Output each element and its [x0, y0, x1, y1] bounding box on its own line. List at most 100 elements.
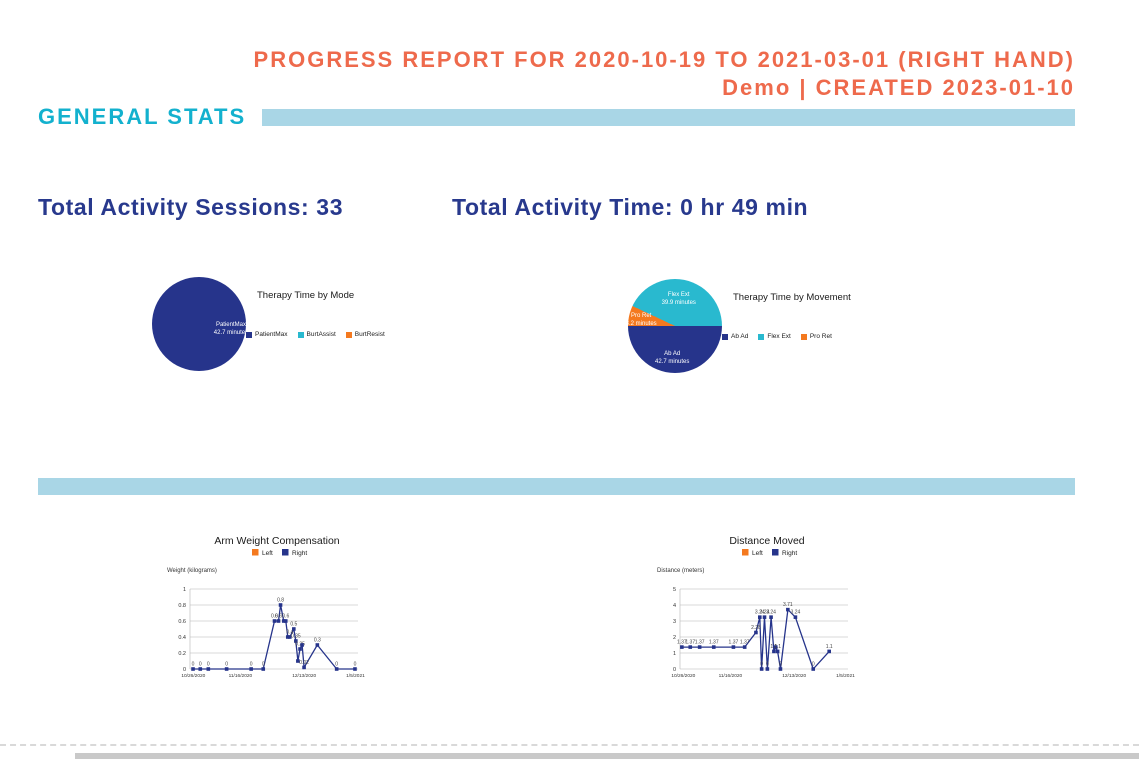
svg-text:0.5: 0.5 [290, 622, 297, 628]
svg-text:Distance Moved: Distance Moved [729, 535, 804, 547]
legend-label: Pro Ret [809, 333, 832, 340]
legend-item: BurtAssist [297, 331, 336, 338]
legend-label: Flex Ext [767, 333, 791, 340]
svg-text:0.6: 0.6 [275, 614, 282, 620]
svg-text:12/13/2020: 12/13/2020 [782, 673, 806, 679]
svg-text:0.35: 0.35 [291, 634, 301, 640]
report-title: PROGRESS REPORT FOR 2020-10-19 TO 2021-0… [253, 47, 1075, 72]
legend-swatch [800, 333, 807, 340]
legend-label: BurtAssist [306, 331, 336, 338]
svg-text:1.37: 1.37 [695, 640, 705, 646]
svg-text:3.71: 3.71 [783, 602, 793, 608]
pie-slice-label: Ab Ad 42.7 minutes [654, 350, 690, 365]
svg-text:1/5/2021: 1/5/2021 [346, 673, 365, 679]
svg-text:Left: Left [752, 550, 763, 557]
svg-text:4: 4 [673, 603, 676, 609]
svg-text:10/26/2020: 10/26/2020 [181, 673, 205, 679]
total-activity-time-stat: Total Activity Time: 0 hr 49 min [452, 194, 808, 221]
total-activity-sessions-label: Total Activity Sessions: [38, 194, 310, 220]
line-chart-svg: Arm Weight Compensation Left Right Weight (… [167, 535, 365, 679]
total-activity-sessions-value: 33 [316, 194, 344, 220]
svg-text:0: 0 [262, 662, 265, 668]
svg-text:0.4: 0.4 [178, 635, 186, 641]
svg-text:0.3: 0.3 [314, 638, 321, 644]
svg-text:1: 1 [183, 587, 186, 593]
legend-item: Ab Ad [722, 333, 748, 340]
total-activity-time-label: Total Activity Time: [452, 194, 674, 220]
total-activity-time-value: 0 hr 49 min [680, 194, 809, 220]
report-header: PROGRESS REPORT FOR 2020-10-19 TO 2021-0… [254, 46, 1075, 102]
legend-swatch [758, 333, 765, 340]
svg-text:Right: Right [782, 550, 797, 557]
arm-weight-compensation-chart: Arm Weight Compensation Left Right Weight (… [140, 528, 380, 688]
svg-text:11/16/2020: 11/16/2020 [229, 673, 253, 679]
svg-text:5: 5 [673, 587, 676, 593]
legend-label: Ab Ad [731, 333, 749, 340]
svg-text:0.8: 0.8 [178, 603, 186, 609]
svg-text:11/16/2020: 11/16/2020 [719, 673, 743, 679]
svg-text:0.25: 0.25 [295, 642, 305, 648]
total-activity-sessions-stat: Total Activity Sessions: 33 [38, 194, 343, 221]
report-subtitle: Demo | CREATED 2023-01-10 [722, 75, 1075, 100]
svg-text:0.6: 0.6 [282, 614, 289, 620]
svg-text:0: 0 [779, 662, 782, 668]
svg-text:0: 0 [673, 667, 676, 673]
distance-moved-chart: Distance Moved Left Right Distance (meters)… [630, 528, 870, 688]
svg-text:0.2: 0.2 [178, 651, 186, 657]
legend-item: PatientMax [246, 331, 288, 338]
svg-text:10/26/2020: 10/26/2020 [671, 673, 695, 679]
section-title-bar [262, 109, 1075, 126]
svg-text:2.28: 2.28 [751, 625, 761, 631]
svg-text:0: 0 [183, 667, 186, 673]
page-edge-bar [75, 753, 1139, 759]
legend-item: Pro Ret [800, 333, 832, 340]
pie-legend: PatientMax BurtAssist BurtResist [246, 331, 385, 338]
svg-text:0.4: 0.4 [286, 630, 293, 636]
svg-text:0: 0 [354, 662, 357, 668]
legend-swatch [722, 333, 728, 340]
svg-text:3.24: 3.24 [760, 610, 770, 616]
pie-slice-label: PatientMax 42.7 minutes [213, 321, 249, 336]
svg-text:1.37: 1.37 [677, 640, 687, 646]
legend-item: Flex Ext [758, 333, 791, 340]
svg-text:Arm Weight Compensation: Arm Weight Compensation [214, 535, 339, 547]
svg-text:0.6: 0.6 [178, 619, 186, 625]
svg-text:3.24: 3.24 [755, 610, 765, 616]
svg-text:1.37: 1.37 [729, 640, 739, 646]
svg-text:0.02: 0.02 [299, 660, 309, 666]
pie-slice-label: Flex Ext 39.9 minutes [661, 291, 696, 306]
legend-label: BurtResist [354, 331, 385, 338]
svg-text:1: 1 [673, 651, 676, 657]
pie-chart-title: Therapy Time by Movement [733, 292, 851, 303]
svg-text:0: 0 [766, 662, 769, 668]
svg-text:0: 0 [207, 662, 210, 668]
svg-text:12/13/2020: 12/13/2020 [292, 673, 316, 679]
svg-text:2: 2 [673, 635, 676, 641]
svg-text:0: 0 [199, 662, 202, 668]
pie-circle: PatientMax 42.7 minutes [152, 277, 249, 371]
svg-text:3.24: 3.24 [791, 610, 801, 616]
svg-text:1.1: 1.1 [774, 644, 781, 650]
svg-text:Distance (meters): Distance (meters) [657, 568, 704, 574]
section-title-general-stats: GENERAL STATS [38, 104, 247, 129]
svg-text:Left: Left [262, 550, 273, 557]
svg-text:0.6: 0.6 [271, 614, 278, 620]
therapy-time-by-mode-pie-chart: PatientMax 42.7 minutes Therapy Time by Mo… [152, 277, 552, 387]
legend-label: PatientMax [255, 331, 288, 338]
svg-text:3: 3 [673, 619, 676, 625]
svg-text:1.1: 1.1 [826, 644, 833, 650]
svg-text:0: 0 [335, 662, 338, 668]
svg-text:Weight (kilograms): Weight (kilograms) [167, 568, 217, 574]
pie-circle: Ab Ad 42.7 minutes Pro Ret 3.2 minutes Flex … [626, 279, 722, 373]
svg-text:0: 0 [250, 662, 253, 668]
legend-item: BurtResist [345, 331, 385, 338]
svg-text:0: 0 [192, 662, 195, 668]
svg-text:1.37: 1.37 [685, 640, 695, 646]
legend-swatch [246, 331, 252, 338]
page-break-dashed-line [0, 744, 1139, 746]
svg-text:0: 0 [760, 662, 763, 668]
therapy-time-by-movement-pie-chart: Ab Ad 42.7 minutes Pro Ret 3.2 minutes Flex … [626, 279, 1028, 389]
svg-text:1.37: 1.37 [740, 640, 750, 646]
legend-swatch [297, 331, 304, 338]
